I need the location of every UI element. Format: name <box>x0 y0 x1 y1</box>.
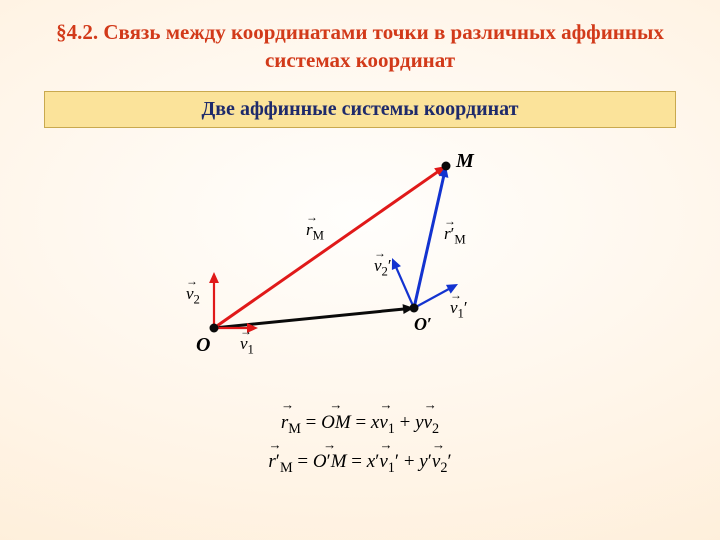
label-v1p: v1′ <box>450 298 468 321</box>
equation-line-2: r′M = O′M = x′v1′ + y′v2′ <box>0 443 720 482</box>
section-title: §4.2. Связь между координатами точки в р… <box>40 18 680 75</box>
equations-block: rM = OM = xv1 + yv2 r′M = O′M = x′v1′ + … <box>0 404 720 483</box>
page-root: §4.2. Связь между координатами точки в р… <box>0 0 720 540</box>
coordinate-diagram <box>0 138 720 398</box>
label-Oprime: O′ <box>414 314 432 335</box>
label-M: M <box>456 150 474 173</box>
equation-line-1: rM = OM = xv1 + yv2 <box>0 404 720 443</box>
subtitle-box: Две аффинные системы координат <box>44 91 676 128</box>
subtitle-text: Две аффинные системы координат <box>202 98 519 120</box>
label-rMp: r′M <box>444 224 466 247</box>
label-v2p: v2′ <box>374 256 392 279</box>
label-v2: v2 <box>186 284 200 307</box>
label-rM: rM <box>306 220 324 243</box>
label-v1: v1 <box>240 334 254 357</box>
label-O: O <box>196 334 210 357</box>
diagram-container: O M O′ v1 v2 v1′ v2′ rM r′M <box>0 138 720 398</box>
